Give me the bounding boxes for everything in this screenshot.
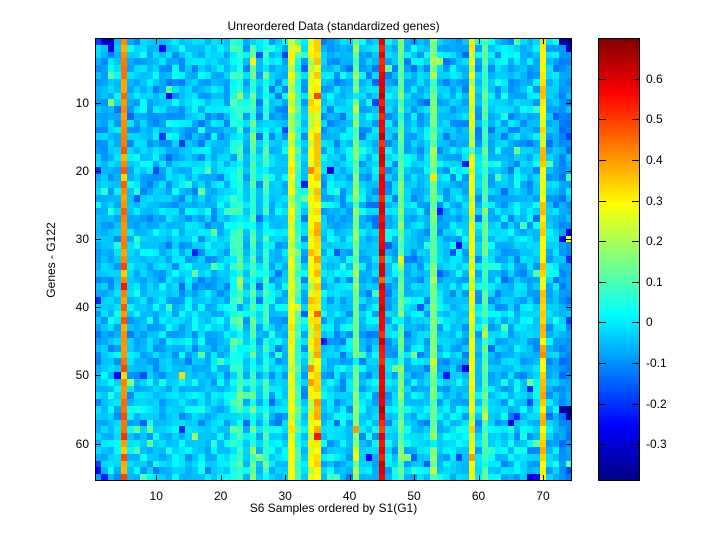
x-tick-label: 60 <box>471 489 486 503</box>
colorbar-tick-label: 0.4 <box>646 152 663 167</box>
y-tick-label: 50 <box>75 368 89 383</box>
heatmap-image <box>95 38 572 481</box>
x-tick-label: 20 <box>214 489 228 503</box>
y-tick-label: 40 <box>75 300 89 315</box>
y-tick-label: 30 <box>75 232 89 247</box>
y-tick-label: 20 <box>75 163 89 178</box>
colorbar-tick-label: 0.3 <box>646 193 663 208</box>
colorbar <box>598 38 640 481</box>
x-tick-label: 30 <box>278 489 292 503</box>
colorbar-tick-label: 0 <box>646 315 653 330</box>
x-tick-label: 70 <box>536 489 550 503</box>
y-tick-label: 10 <box>75 95 89 110</box>
chart-title: Unreordered Data (standardized genes) <box>227 19 440 33</box>
x-tick-label: 10 <box>149 489 163 503</box>
colorbar-tick-label: -0.2 <box>646 396 667 411</box>
colorbar-tick-label: -0.1 <box>646 356 667 371</box>
y-tick-label: 60 <box>75 436 89 451</box>
x-tick-label: 40 <box>342 489 357 503</box>
colorbar-tick-label: 0.1 <box>646 274 663 289</box>
colorbar-tick-label: 0.2 <box>646 234 663 249</box>
colorbar-tick-label: 0.5 <box>646 112 663 127</box>
x-axis-label: S6 Samples ordered by S1(G1) <box>249 501 418 515</box>
colorbar-tick-label: 0.6 <box>646 71 663 86</box>
x-tick-label: 50 <box>407 489 421 503</box>
colorbar-tick-label: -0.3 <box>646 437 667 452</box>
y-axis-label: Genes - G122 <box>44 222 58 298</box>
